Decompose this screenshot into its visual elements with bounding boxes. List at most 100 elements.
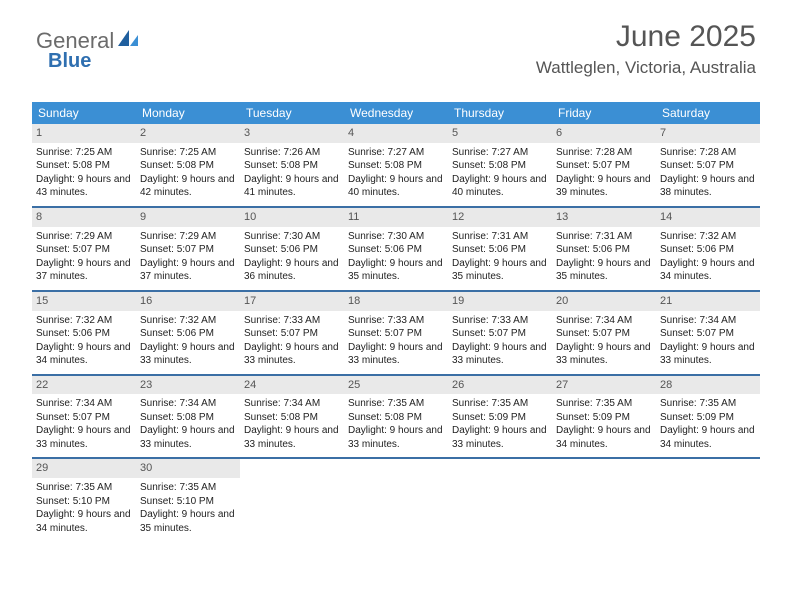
- day-cell: 8 Sunrise: 7:29 AMSunset: 5:07 PMDaylight…: [32, 208, 136, 290]
- day-cell: .: [656, 459, 760, 541]
- daylight-line: Daylight: 9 hours and 34 minutes.: [32, 508, 136, 535]
- day-number: 11: [344, 208, 448, 227]
- day-number: 2: [136, 124, 240, 143]
- day-number: 9: [136, 208, 240, 227]
- day-number: 12: [448, 208, 552, 227]
- sunrise-line: Sunrise: 7:29 AM: [32, 230, 136, 244]
- daylight-line: Daylight: 9 hours and 33 minutes.: [344, 424, 448, 451]
- day-number: 29: [32, 459, 136, 478]
- day-cell: 12Sunrise: 7:31 AMSunset: 5:06 PMDayligh…: [448, 208, 552, 290]
- sunrise-line: Sunrise: 7:35 AM: [136, 481, 240, 495]
- daylight-line: Daylight: 9 hours and 34 minutes.: [656, 257, 760, 284]
- sunrise-line: Sunrise: 7:33 AM: [448, 314, 552, 328]
- sunrise-line: Sunrise: 7:31 AM: [448, 230, 552, 244]
- sunrise-line: Sunrise: 7:33 AM: [240, 314, 344, 328]
- sunrise-line: Sunrise: 7:28 AM: [552, 146, 656, 160]
- day-number: 18: [344, 292, 448, 311]
- day-number: 19: [448, 292, 552, 311]
- day-cell: .: [344, 459, 448, 541]
- sunrise-line: Sunrise: 7:35 AM: [656, 397, 760, 411]
- day-number: 6: [552, 124, 656, 143]
- day-cell: 29 Sunrise: 7:35 AMSunset: 5:10 PMDayligh…: [32, 459, 136, 541]
- day-number: 25: [344, 376, 448, 395]
- sunrise-line: Sunrise: 7:25 AM: [32, 146, 136, 160]
- day-cell: 22Sunrise: 7:34 AMSunset: 5:07 PMDayligh…: [32, 376, 136, 458]
- sunset-line: Sunset: 5:07 PM: [32, 243, 136, 257]
- calendar: SundayMondayTuesdayWednesdayThursdayFrid…: [32, 102, 760, 541]
- week-row: 29Sunrise: 7:35 AMSunset: 5:10 PMDayligh…: [32, 459, 760, 541]
- sunrise-line: Sunrise: 7:34 AM: [656, 314, 760, 328]
- day-number: 8: [32, 208, 136, 227]
- daylight-line: Daylight: 9 hours and 33 minutes.: [552, 341, 656, 368]
- daylight-line: Daylight: 9 hours and 33 minutes.: [344, 341, 448, 368]
- weekday-header: Friday: [552, 102, 656, 124]
- day-cell: 27Sunrise: 7:35 AMSunset: 5:09 PMDayligh…: [552, 376, 656, 458]
- daylight-line: Daylight: 9 hours and 38 minutes.: [656, 173, 760, 200]
- sunset-line: Sunset: 5:09 PM: [448, 411, 552, 425]
- daylight-line: Daylight: 9 hours and 43 minutes.: [32, 173, 136, 200]
- sunset-line: Sunset: 5:07 PM: [656, 327, 760, 341]
- day-cell: 25Sunrise: 7:35 AMSunset: 5:08 PMDayligh…: [344, 376, 448, 458]
- day-cell: 19Sunrise: 7:33 AMSunset: 5:07 PMDayligh…: [448, 292, 552, 374]
- day-number: 24: [240, 376, 344, 395]
- sunrise-line: Sunrise: 7:35 AM: [32, 481, 136, 495]
- sunrise-line: Sunrise: 7:31 AM: [552, 230, 656, 244]
- week-row: 8Sunrise: 7:29 AMSunset: 5:07 PMDaylight…: [32, 208, 760, 292]
- sunset-line: Sunset: 5:08 PM: [344, 411, 448, 425]
- sunrise-line: Sunrise: 7:30 AM: [344, 230, 448, 244]
- day-cell: 23Sunrise: 7:34 AMSunset: 5:08 PMDayligh…: [136, 376, 240, 458]
- weekday-header-row: SundayMondayTuesdayWednesdayThursdayFrid…: [32, 102, 760, 124]
- weekday-header: Monday: [136, 102, 240, 124]
- sunset-line: Sunset: 5:07 PM: [344, 327, 448, 341]
- day-number: 15: [32, 292, 136, 311]
- daylight-line: Daylight: 9 hours and 40 minutes.: [344, 173, 448, 200]
- day-number: 5: [448, 124, 552, 143]
- sunrise-line: Sunrise: 7:26 AM: [240, 146, 344, 160]
- sunrise-line: Sunrise: 7:30 AM: [240, 230, 344, 244]
- day-cell: 24Sunrise: 7:34 AMSunset: 5:08 PMDayligh…: [240, 376, 344, 458]
- weekday-header: Thursday: [448, 102, 552, 124]
- location-label: Wattleglen, Victoria, Australia: [536, 58, 756, 78]
- daylight-line: Daylight: 9 hours and 35 minutes.: [136, 508, 240, 535]
- day-cell: 3Sunrise: 7:26 AMSunset: 5:08 PMDaylight…: [240, 124, 344, 206]
- day-cell: 7Sunrise: 7:28 AMSunset: 5:07 PMDaylight…: [656, 124, 760, 206]
- day-number: 23: [136, 376, 240, 395]
- sunrise-line: Sunrise: 7:25 AM: [136, 146, 240, 160]
- day-cell: 17 Sunrise: 7:33 AMSunset: 5:07 PMDayligh…: [240, 292, 344, 374]
- day-cell: .: [240, 459, 344, 541]
- sunrise-line: Sunrise: 7:34 AM: [32, 397, 136, 411]
- sunset-line: Sunset: 5:06 PM: [552, 243, 656, 257]
- sunset-line: Sunset: 5:07 PM: [552, 159, 656, 173]
- daylight-line: Daylight: 9 hours and 34 minutes.: [32, 341, 136, 368]
- day-number: 10: [240, 208, 344, 227]
- daylight-line: Daylight: 9 hours and 33 minutes.: [240, 341, 344, 368]
- daylight-line: Daylight: 9 hours and 33 minutes.: [136, 424, 240, 451]
- sunset-line: Sunset: 5:10 PM: [32, 495, 136, 509]
- sunset-line: Sunset: 5:10 PM: [136, 495, 240, 509]
- daylight-line: Daylight: 9 hours and 35 minutes.: [344, 257, 448, 284]
- day-number: 26: [448, 376, 552, 395]
- day-number: 28: [656, 376, 760, 395]
- logo-text-blue: Blue: [48, 50, 91, 73]
- week-row: 22Sunrise: 7:34 AMSunset: 5:07 PMDayligh…: [32, 376, 760, 460]
- week-row: 1Sunrise: 7:25 AMSunset: 5:08 PMDaylight…: [32, 124, 760, 208]
- daylight-line: Daylight: 9 hours and 33 minutes.: [656, 341, 760, 368]
- sunset-line: Sunset: 5:06 PM: [448, 243, 552, 257]
- day-cell: 21Sunrise: 7:34 AMSunset: 5:07 PMDayligh…: [656, 292, 760, 374]
- day-number: 13: [552, 208, 656, 227]
- sunset-line: Sunset: 5:07 PM: [448, 327, 552, 341]
- day-cell: 6Sunrise: 7:28 AMSunset: 5:07 PMDaylight…: [552, 124, 656, 206]
- day-cell: .: [552, 459, 656, 541]
- daylight-line: Daylight: 9 hours and 37 minutes.: [136, 257, 240, 284]
- daylight-line: Daylight: 9 hours and 37 minutes.: [32, 257, 136, 284]
- day-number: 17: [240, 292, 344, 311]
- sunset-line: Sunset: 5:08 PM: [448, 159, 552, 173]
- day-cell: 4Sunrise: 7:27 AMSunset: 5:08 PMDaylight…: [344, 124, 448, 206]
- sunset-line: Sunset: 5:06 PM: [656, 243, 760, 257]
- day-cell: 16Sunrise: 7:32 AMSunset: 5:06 PMDayligh…: [136, 292, 240, 374]
- logo-sail-icon: [118, 30, 140, 48]
- day-cell: 9Sunrise: 7:29 AMSunset: 5:07 PMDaylight…: [136, 208, 240, 290]
- sunrise-line: Sunrise: 7:28 AM: [656, 146, 760, 160]
- daylight-line: Daylight: 9 hours and 41 minutes.: [240, 173, 344, 200]
- sunset-line: Sunset: 5:07 PM: [240, 327, 344, 341]
